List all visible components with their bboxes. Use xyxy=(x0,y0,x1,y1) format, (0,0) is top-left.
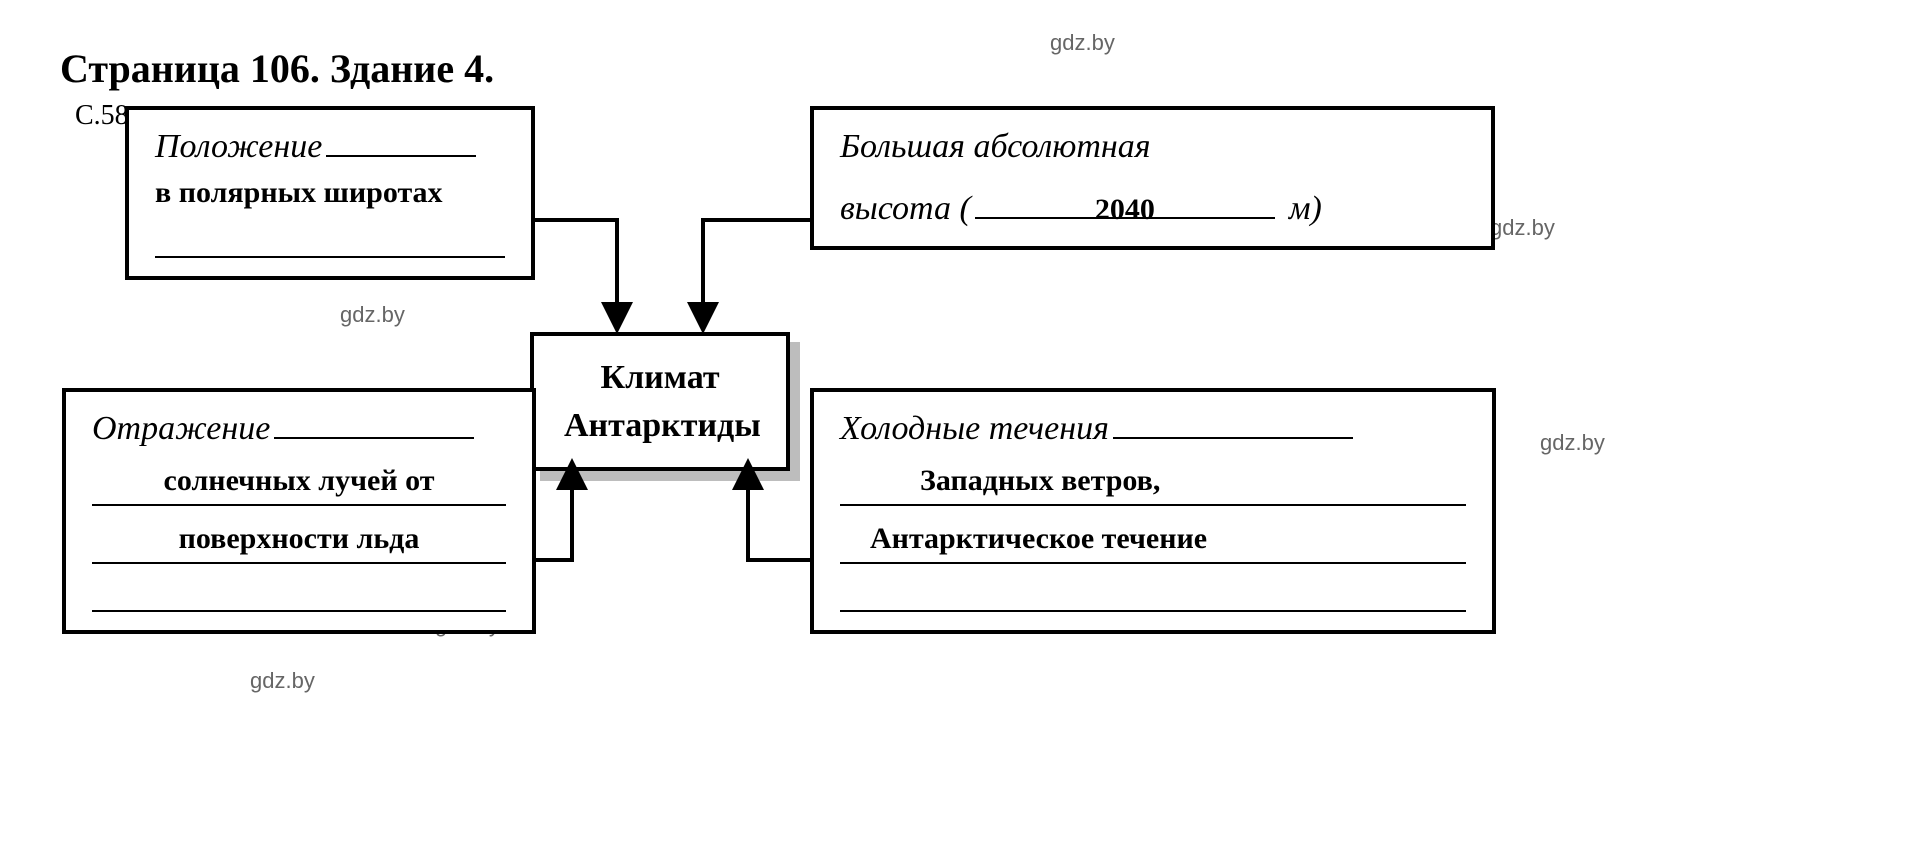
box-reflection-answer1: солнечных лучей от xyxy=(92,464,506,506)
box-reflection-answer2: поверхности льда xyxy=(92,522,506,564)
box-currents-label: Холодные течения xyxy=(840,410,1109,447)
watermark: gdz.by xyxy=(1540,430,1605,456)
box-height-label: Большая абсолютная xyxy=(840,128,1465,166)
box-center: Климат Антарктиды xyxy=(530,332,790,471)
watermark: gdz.by xyxy=(1490,215,1555,241)
box-position: Положение в полярных широтах xyxy=(125,106,535,280)
box-position-label: Положение xyxy=(155,128,322,165)
center-title-line1: Климат xyxy=(564,354,756,402)
blank-line xyxy=(840,580,1466,612)
box-currents-answer2: Антарктическое течение xyxy=(840,522,1466,564)
watermark: gdz.by xyxy=(340,302,405,328)
box-height-answer: 2040 xyxy=(975,193,1275,227)
box-reflection-label: Отражение xyxy=(92,410,270,447)
blank-line xyxy=(326,131,476,157)
box-reflection: Отражение солнечных лучей от поверхности… xyxy=(62,388,536,634)
page-reference: С.58 xyxy=(75,100,129,132)
blank-line xyxy=(92,580,506,612)
page-title: Страница 106. Здание 4. xyxy=(60,45,494,92)
blank-line xyxy=(1113,413,1353,439)
box-currents-answer1: Западных ветров, xyxy=(840,464,1466,506)
blank-line xyxy=(274,413,474,439)
box-height-prefix: высота ( xyxy=(840,190,971,227)
center-title-line2: Антарктиды xyxy=(564,402,756,450)
box-height-fill: 2040 xyxy=(975,193,1275,219)
box-height-suffix: м) xyxy=(1289,190,1322,227)
box-position-answer: в полярных широтах xyxy=(155,176,443,209)
watermark: gdz.by xyxy=(250,668,315,694)
box-height: Большая абсолютная высота ( 2040 м) xyxy=(810,106,1495,250)
watermark: gdz.by xyxy=(1050,30,1115,56)
blank-line xyxy=(155,226,505,258)
box-currents: Холодные течения Западных ветров, Антарк… xyxy=(810,388,1496,634)
